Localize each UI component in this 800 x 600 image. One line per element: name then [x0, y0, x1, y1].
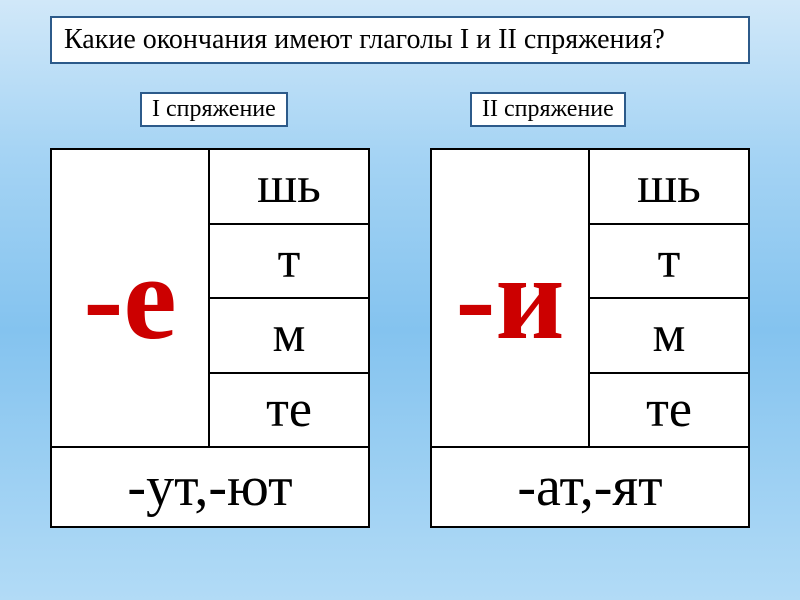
conjugation-1-ending-2: т [210, 225, 368, 300]
conjugation-2-vowel: -и [432, 150, 590, 446]
conjugation-2-ending-2: т [590, 225, 748, 300]
conjugation-2-label: II спряжение [482, 96, 614, 122]
conjugation-1-upper: -е шь т м те [52, 150, 368, 448]
title-box: Какие окончания имеют глаголы I и II спр… [50, 16, 750, 64]
conjugation-1-ending-4: те [210, 374, 368, 447]
title-text: Какие окончания имеют глаголы I и II спр… [64, 24, 665, 55]
conjugation-1-label: I спряжение [152, 96, 276, 122]
conjugation-1-vowel: -е [52, 150, 210, 446]
conjugation-2-plural: -ат,-ят [432, 448, 748, 526]
conjugation-1-ending-1: шь [210, 150, 368, 225]
conjugation-2-upper: -и шь т м те [432, 150, 748, 448]
conjugation-1-plural: -ут,-ют [52, 448, 368, 526]
conjugation-2-label-box: II спряжение [470, 92, 626, 127]
conjugation-2-chart: -и шь т м те -ат,-ят [430, 148, 750, 528]
conjugation-2-ending-1: шь [590, 150, 748, 225]
conjugation-2-ending-4: те [590, 374, 748, 447]
conjugation-1-endings: шь т м те [210, 150, 368, 446]
conjugation-1-ending-3: м [210, 299, 368, 374]
conjugation-1-chart: -е шь т м те -ут,-ют [50, 148, 370, 528]
conjugation-2-ending-3: м [590, 299, 748, 374]
conjugation-2-endings: шь т м те [590, 150, 748, 446]
conjugation-1-label-box: I спряжение [140, 92, 288, 127]
